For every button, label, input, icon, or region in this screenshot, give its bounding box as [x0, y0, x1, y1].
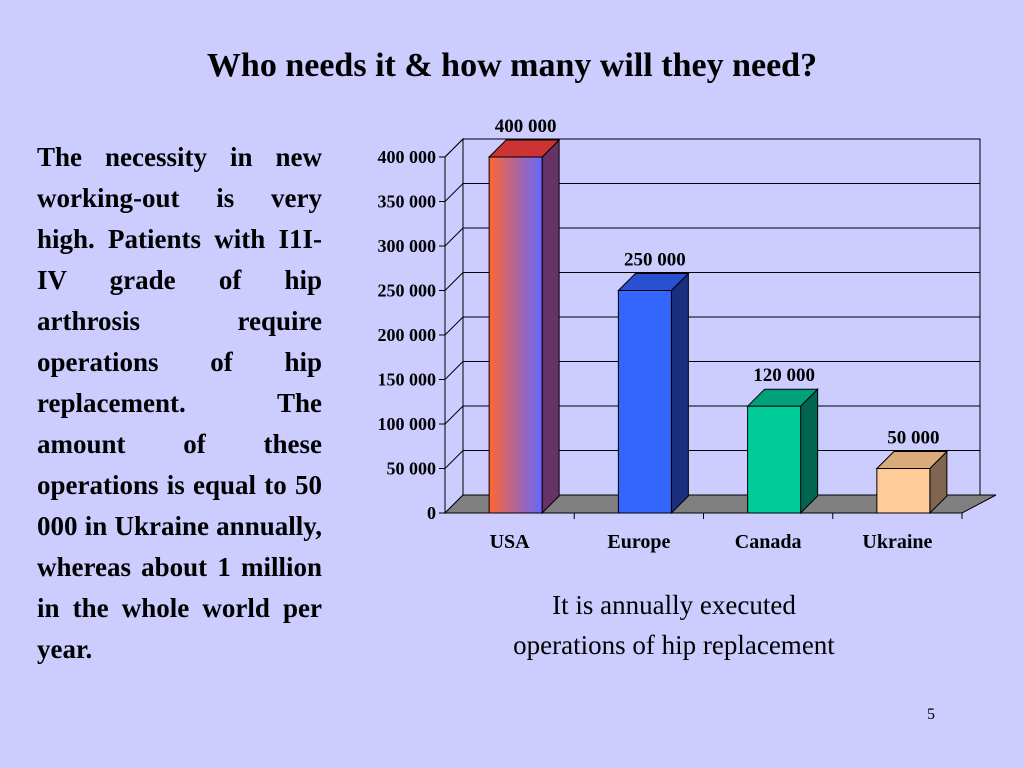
page-number: 5 — [927, 706, 935, 723]
caption-line-1: It is annually executed — [552, 590, 796, 620]
x-tick-label: Europe — [607, 531, 670, 553]
bar-ukraine — [876, 468, 931, 514]
bar-side-usa — [541, 138, 560, 515]
bar-canada — [747, 405, 802, 514]
gridline-side — [444, 405, 464, 425]
bar-side-canada — [800, 387, 819, 515]
y-tick-label: 200 000 — [378, 325, 437, 345]
y-tick-label: 150 000 — [378, 370, 437, 390]
chart-caption: It is annually executed operations of hi… — [460, 585, 888, 665]
x-tick-label: Ukraine — [862, 531, 932, 553]
gridline-side — [444, 272, 464, 291]
slide-title: Who needs it & how many will they need? — [206, 47, 818, 84]
bar-chart: 0 50 000 100 000 150 000 200 000 250 000 300 0… — [340, 110, 1020, 570]
y-tick-label: 100 000 — [378, 414, 437, 434]
gridline-side — [444, 227, 464, 247]
gridline-side — [444, 361, 464, 380]
y-tick-label: 400 000 — [378, 147, 437, 167]
body-text: The necessity in new working-out is very… — [37, 142, 322, 664]
gridline-side — [444, 450, 464, 469]
data-label: 250 000 — [624, 250, 686, 271]
y-tick-label: 350 000 — [378, 192, 437, 212]
data-label: 120 000 — [753, 365, 815, 386]
y-tick-label: 300 000 — [378, 236, 437, 256]
caption-line-2: operations of hip replacement — [513, 630, 835, 660]
gridline-side — [444, 316, 464, 336]
gridline-side — [444, 183, 464, 202]
data-label: 400 000 — [495, 116, 557, 137]
y-tick-label: 0 — [427, 503, 436, 523]
gridline-side — [444, 138, 464, 158]
x-tick-label: Canada — [735, 531, 802, 553]
y-tick-label: 50 000 — [387, 459, 437, 479]
data-label: 50 000 — [887, 428, 939, 449]
chart-svg: 0 50 000 100 000 150 000 200 000 250 000 300 0… — [378, 116, 997, 553]
x-tick-label: USA — [490, 531, 531, 553]
bar-europe — [617, 290, 672, 514]
bar-side-europe — [670, 272, 689, 515]
bar-usa — [488, 156, 543, 514]
y-tick-label: 250 000 — [378, 281, 437, 301]
